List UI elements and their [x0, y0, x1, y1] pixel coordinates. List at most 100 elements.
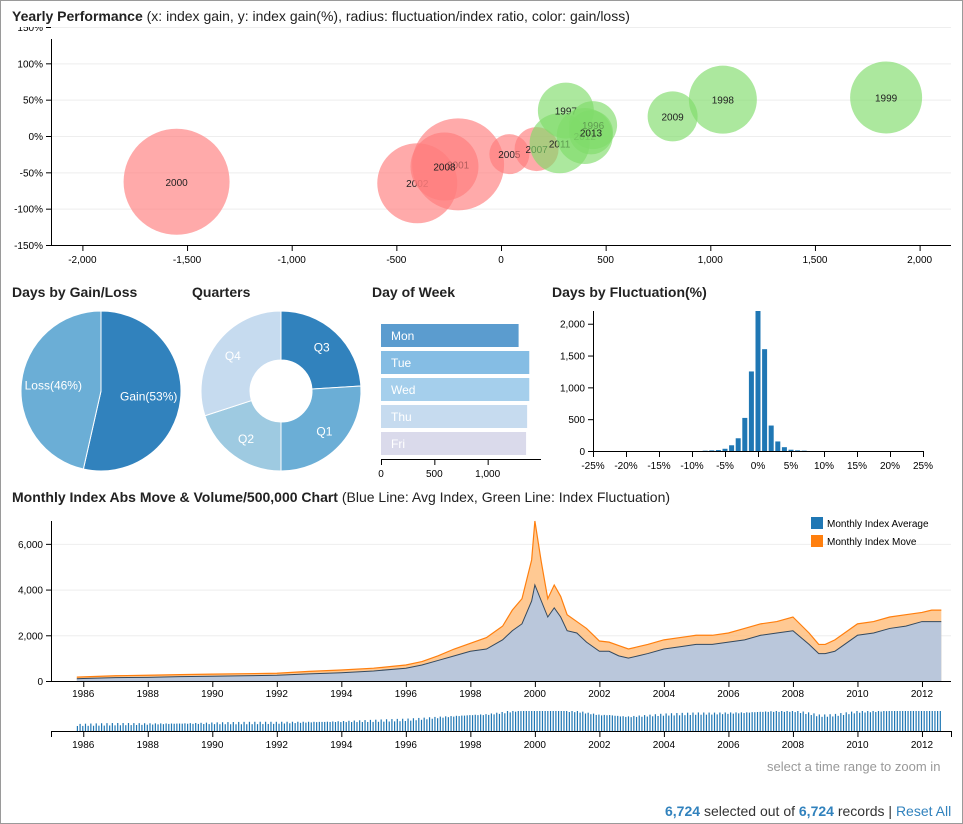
volume-bar — [923, 711, 925, 731]
volume-bar — [82, 725, 84, 731]
volume-bar — [396, 718, 398, 731]
volume-bar — [670, 713, 673, 731]
volume-bar — [307, 721, 310, 731]
volume-bar — [281, 721, 283, 731]
quarters-slice-q4: Q4 — [200, 310, 282, 417]
volume-bar — [170, 723, 173, 731]
volume-bar — [662, 715, 665, 731]
dow-row-chart[interactable]: Mon Tue Wed Thu Fri 0 500 1,000 — [371, 316, 551, 481]
volume-bar — [552, 711, 554, 731]
volume-bar — [617, 715, 619, 731]
volume-bar — [135, 724, 138, 731]
volume-bar — [313, 721, 315, 731]
volume-bar — [851, 711, 853, 731]
volume-bar — [109, 725, 111, 731]
x-tick-label: 0 — [498, 255, 504, 266]
volume-bar — [579, 712, 581, 731]
volume-bar — [189, 723, 191, 731]
volume-bar — [730, 712, 732, 731]
volume-bar — [894, 711, 896, 731]
volume-bar — [482, 715, 484, 731]
fluct-bar — [795, 450, 801, 451]
volume-bar — [869, 712, 872, 731]
volume-bar — [652, 716, 654, 731]
volume-bar — [748, 712, 751, 731]
quarters-slice-q3: Q3 — [280, 310, 362, 390]
volume-bar — [342, 721, 345, 731]
volume-bar — [611, 715, 613, 731]
volume-bar — [240, 724, 242, 731]
volume-bar — [673, 715, 675, 731]
volume-bar — [415, 720, 417, 731]
volume-bar — [404, 721, 406, 731]
volume-bar — [450, 716, 452, 731]
volume-bar — [299, 722, 302, 731]
volume-bar — [361, 722, 363, 731]
volume-bar — [802, 711, 804, 731]
reset-all-link[interactable]: Reset All — [895, 803, 952, 819]
bubble-circle — [569, 110, 613, 155]
y-tick-label: 150% — [17, 27, 43, 34]
monthly-x-tick-label: 2008 — [782, 689, 805, 700]
bubble-label: 1998 — [712, 96, 735, 107]
volume-bar — [221, 722, 224, 731]
volume-bar — [560, 711, 562, 731]
volume-bar — [934, 711, 936, 731]
volume-x-tick-label: 2010 — [846, 740, 869, 751]
volume-bar — [92, 725, 95, 731]
bubble-label: 1997 — [555, 107, 578, 118]
volume-bar — [176, 723, 178, 731]
yearly-bubble-chart[interactable]: 150% 100% 50% 0% -50% -100% -150% -2,000 -1,500 -… — [1, 27, 961, 272]
volume-bar — [278, 723, 280, 731]
volume-bar — [619, 716, 622, 731]
volume-bar — [660, 713, 662, 731]
quarters-slice-q1: Q1 — [280, 385, 362, 472]
yearly-subtitle: (x: index gain, y: index gain(%), radius… — [146, 8, 630, 24]
volume-bar — [732, 713, 734, 731]
volume-bar — [380, 719, 382, 731]
volume-bar — [644, 715, 646, 731]
volume-bar — [262, 724, 264, 731]
volume-bar — [880, 711, 882, 731]
y-tick-label: -100% — [14, 205, 43, 216]
monthly-area-chart[interactable]: 0 2,000 4,000 6,000 1986 1988 1990 1992 1994 1996… — [1, 511, 963, 701]
volume-bar — [469, 715, 471, 731]
monthly-subtitle: (Blue Line: Avg Index, Green Line: Index… — [341, 489, 671, 505]
volume-bar — [181, 723, 183, 731]
fluct-x-tick-label: 0% — [751, 461, 766, 472]
fluct-x-tick-label: -5% — [716, 461, 734, 472]
volume-bar — [324, 721, 326, 731]
volume-bar — [595, 714, 597, 731]
volume-x-tick-label: 2000 — [524, 740, 547, 751]
fluct-bar-chart[interactable]: 0 500 1,000 1,500 2,000 -25% -20% -15% -10% -5% 0%… — [546, 306, 946, 476]
volume-bar — [789, 711, 791, 731]
volume-range-chart[interactable]: 1986 1988 1990 1992 1994 1996 1998 2000 2002 2004… — [1, 701, 963, 756]
volume-bar — [775, 711, 777, 731]
volume-x-tick-label: 1998 — [459, 740, 482, 751]
volume-bar — [609, 715, 611, 731]
volume-bar — [466, 715, 468, 731]
bubble-label: 2009 — [662, 112, 685, 123]
quarters-donut-chart[interactable]: Q3 Q1 Q2 Q4 — [199, 309, 363, 473]
volume-bar — [883, 711, 885, 731]
volume-bar — [305, 722, 307, 731]
volume-bar — [568, 712, 570, 731]
volume-bar — [566, 711, 568, 731]
gainloss-pie-chart[interactable]: Gain(53%) Loss(46%) — [19, 309, 183, 473]
fluct-bar — [781, 447, 787, 451]
volume-bar — [369, 719, 372, 731]
y-tick-label: 0% — [29, 132, 44, 143]
volume-bar — [364, 720, 366, 731]
volume-bar — [625, 716, 627, 731]
volume-bar — [842, 714, 845, 731]
volume-bar — [523, 711, 525, 731]
monthly-x-tick-label: 1998 — [459, 689, 482, 700]
volume-x-tick-label: 1994 — [330, 740, 353, 751]
volume-bar — [200, 722, 202, 731]
volume-bar — [544, 711, 546, 731]
volume-bar — [243, 721, 245, 731]
volume-bar — [485, 714, 487, 731]
fluct-x-tick-label: -15% — [647, 461, 670, 472]
dow-row-tue: Tue — [381, 351, 530, 374]
